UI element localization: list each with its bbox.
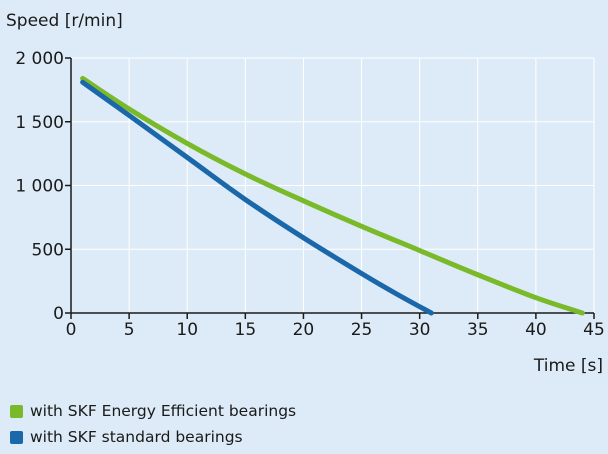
y-tick-label: 500 [32,240,64,260]
x-tick-label: 20 [293,320,315,340]
x-tick-label: 30 [409,320,431,340]
x-tick-label: 15 [235,320,257,340]
x-tick-label: 5 [124,320,135,340]
legend-swatch-blue [10,430,23,444]
x-tick-label: 45 [583,320,605,340]
legend: with SKF Energy Efficient bearings with … [10,398,296,450]
legend-item-energy-efficient: with SKF Energy Efficient bearings [10,398,296,424]
y-tick-label: 1 000 [15,177,64,197]
axes [65,57,595,319]
x-tick-label: 10 [176,320,198,340]
tick-labels: 0 500 1 000 1 500 2 000 0 5 10 15 20 25 30 35 40 45 [15,49,604,340]
y-tick-label: 2 000 [15,49,64,69]
x-tick-label: 40 [525,320,547,340]
x-axis-label: Time [s] [533,356,603,376]
y-tick-label: 1 500 [15,113,64,133]
series-line-standard [80,79,434,316]
x-tick-label: 35 [467,320,489,340]
legend-label: with SKF standard bearings [30,428,243,446]
y-tick-label: 0 [53,304,64,324]
legend-item-standard: with SKF standard bearings [10,424,296,450]
legend-label: with SKF Energy Efficient bearings [30,402,297,420]
grid [71,57,595,313]
x-tick-label: 25 [351,320,373,340]
series-line-energy-efficient [80,75,585,316]
y-axis-label: Speed [r/min] [6,11,123,31]
series-lines [80,75,585,316]
legend-swatch-green [10,404,23,418]
x-tick-label: 0 [66,320,77,340]
